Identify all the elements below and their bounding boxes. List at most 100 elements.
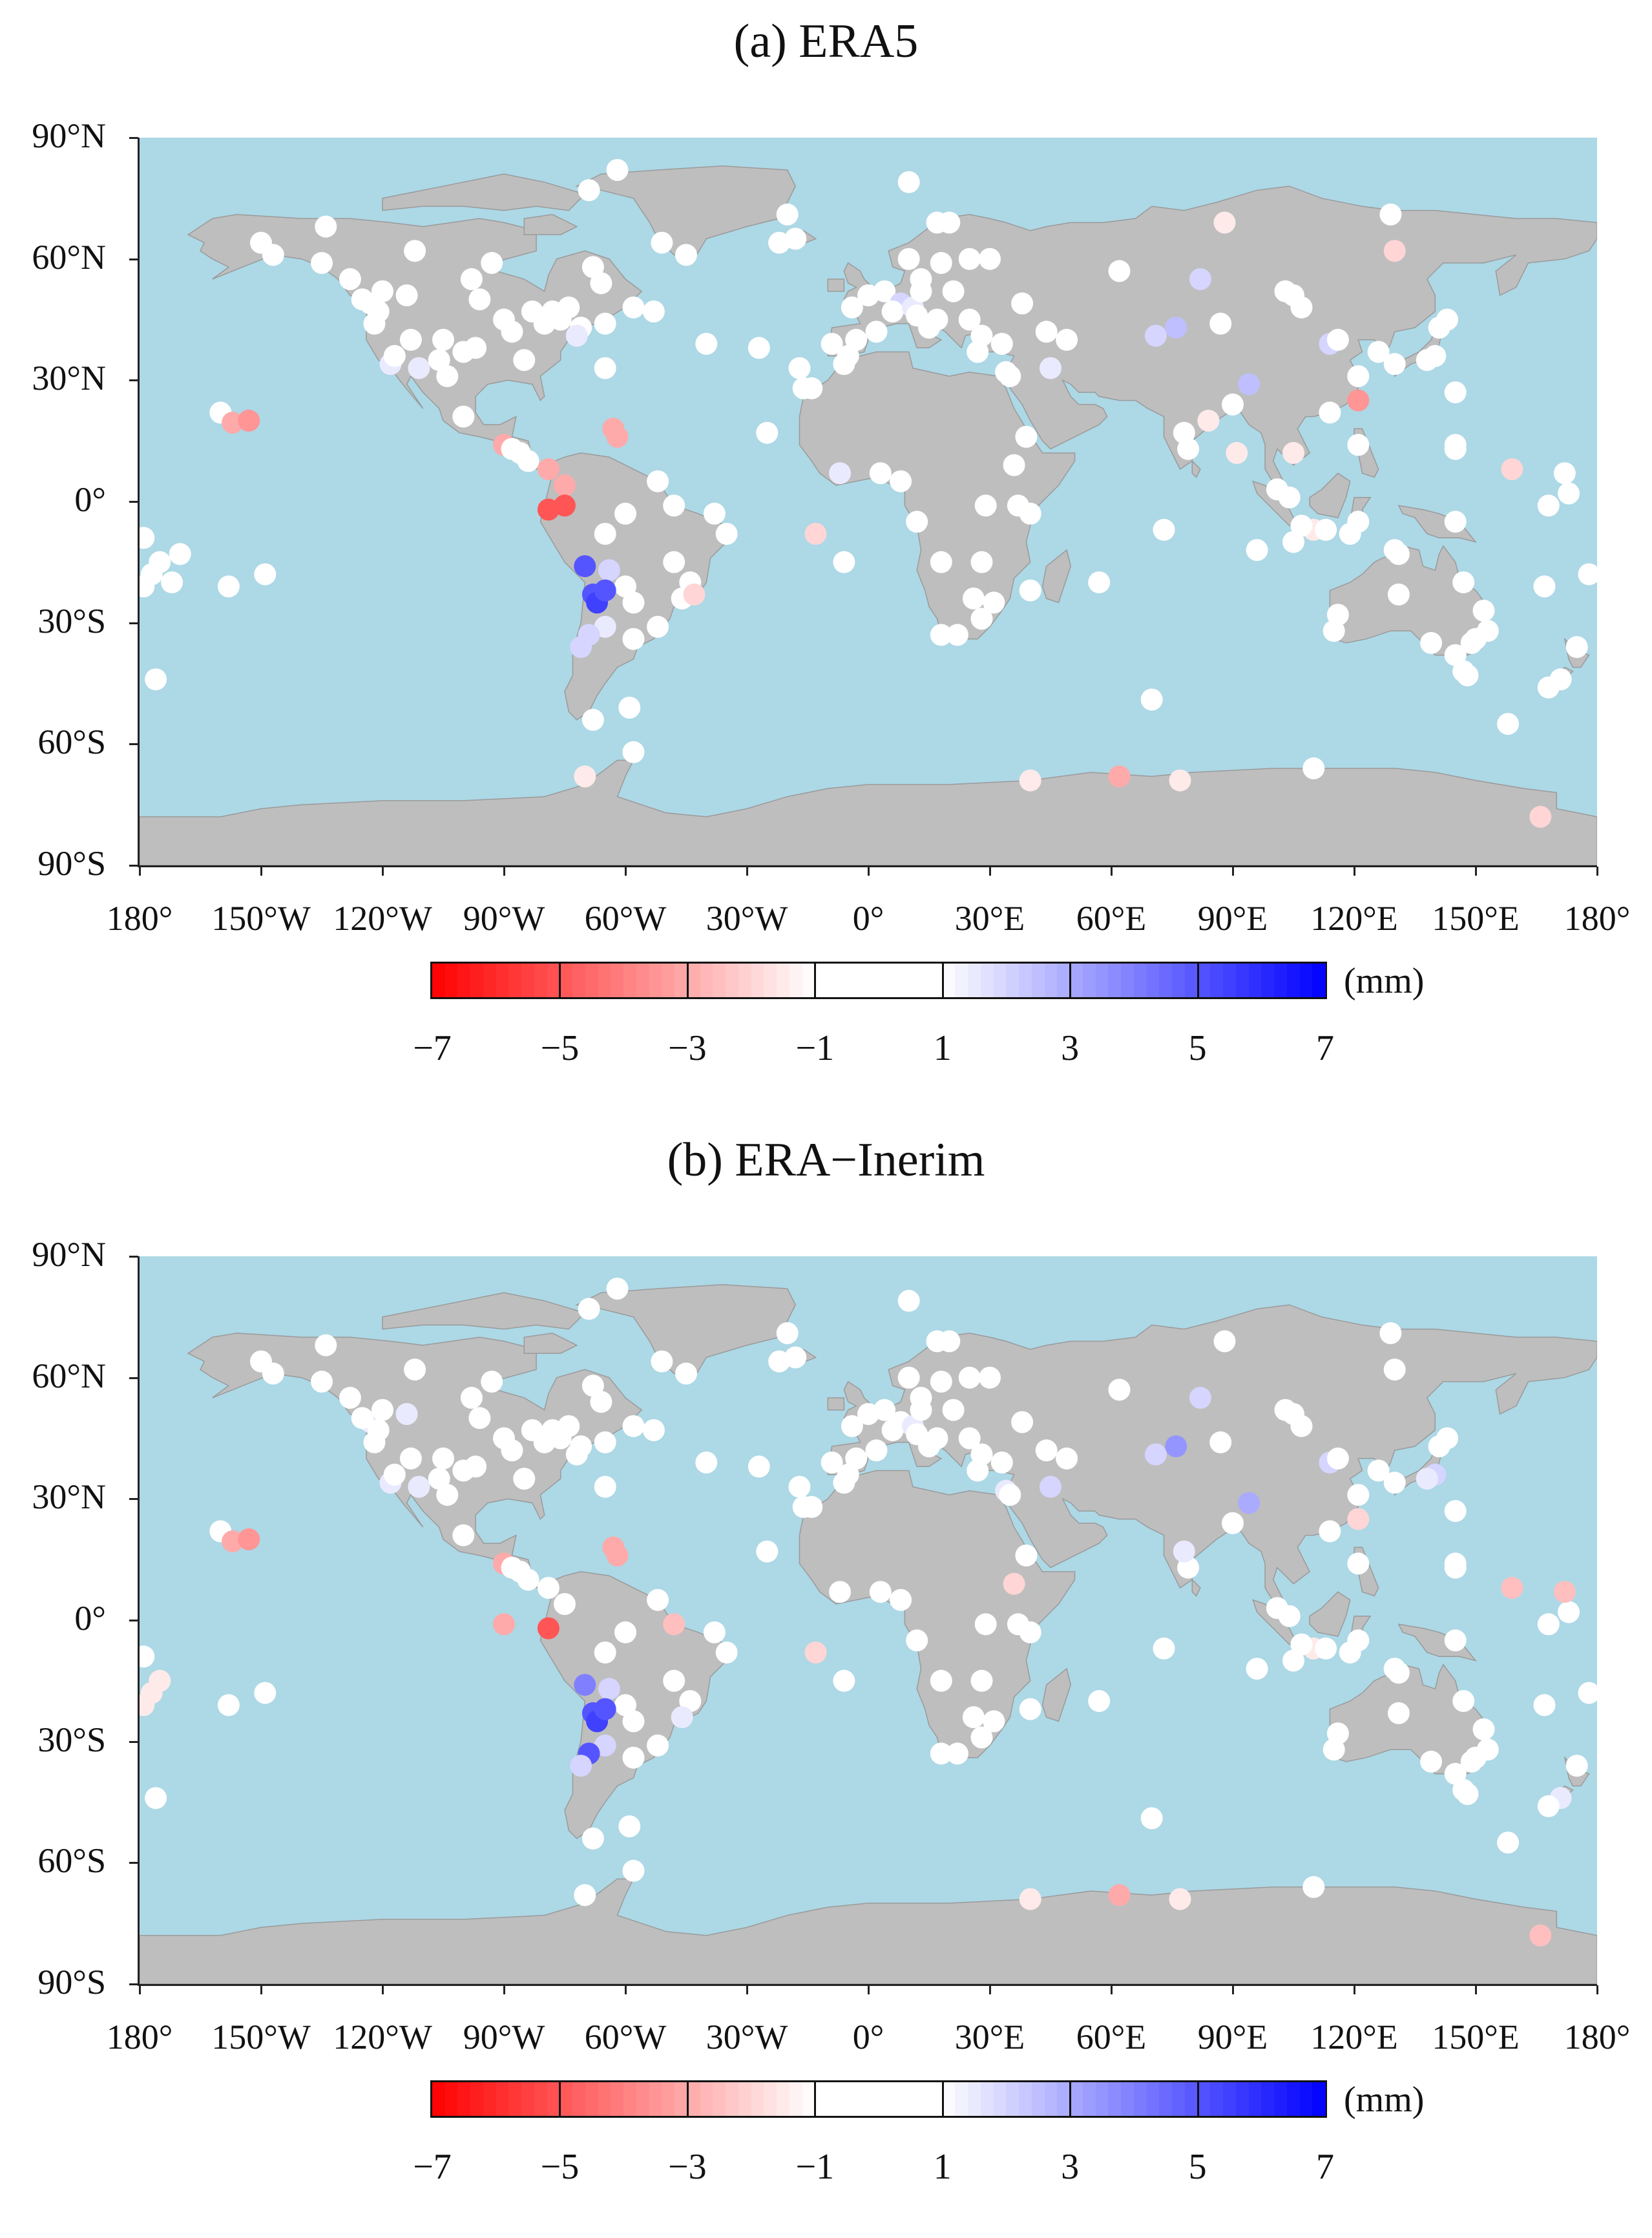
colorbar-divider: [1069, 964, 1072, 997]
station-marker: [958, 308, 981, 331]
x-axis-line: [138, 865, 1597, 867]
lon-tick-label: 180°: [106, 2018, 173, 2056]
station-marker: [930, 1370, 952, 1393]
station-marker: [1326, 1722, 1349, 1745]
lon-tick-label: 120°E: [1310, 899, 1398, 938]
station-marker: [452, 405, 475, 428]
colorbar-segment: [917, 964, 930, 997]
lon-tick: [1475, 867, 1477, 876]
station-marker: [145, 668, 167, 691]
station-marker: [254, 563, 277, 586]
station-marker: [1290, 296, 1313, 319]
station-marker: [1019, 769, 1041, 792]
lat-tick-label: 60°N: [32, 1356, 106, 1395]
station-marker: [1383, 1472, 1406, 1494]
colorbar-segment: [1172, 2082, 1186, 2116]
colorbar-divider: [1197, 2082, 1199, 2116]
station-marker: [1213, 211, 1236, 234]
station-marker: [1387, 543, 1410, 565]
lat-tick: [129, 258, 138, 260]
lat-tick: [129, 1256, 138, 1258]
station-marker: [833, 551, 855, 573]
colorbar-segment: [1248, 2082, 1262, 2116]
colorbar-segment: [598, 964, 612, 997]
lon-tick: [1354, 1985, 1355, 1994]
lon-tick-label: 120°E: [1310, 2018, 1398, 2056]
lon-tick: [503, 867, 505, 876]
station-marker: [663, 551, 685, 573]
station-marker: [1290, 1415, 1313, 1437]
colorbar-tick-label: −5: [540, 1028, 580, 1068]
station-marker: [926, 1427, 948, 1450]
colorbar: [430, 2080, 1327, 2118]
station-marker: [906, 511, 928, 533]
station-marker: [404, 1358, 426, 1381]
station-marker: [958, 248, 981, 270]
lat-tick: [129, 622, 138, 624]
lon-tick: [139, 867, 141, 876]
station-marker: [675, 1362, 697, 1385]
colorbar-segment: [1070, 964, 1083, 997]
lon-tick: [989, 867, 991, 876]
colorbar-segment: [1286, 964, 1301, 997]
lon-tick-label: 150°E: [1432, 2018, 1520, 2056]
lat-tick: [129, 1983, 138, 1985]
station-marker: [1533, 1694, 1556, 1716]
lat-tick: [129, 1620, 138, 1621]
colorbar-segment: [726, 2082, 739, 2116]
station-marker: [1553, 1581, 1576, 1603]
station-marker: [970, 551, 993, 573]
station-marker: [558, 1415, 580, 1437]
colorbar-segment: [713, 2082, 727, 2116]
station-marker: [962, 1706, 985, 1729]
colorbar-segment: [1146, 964, 1160, 997]
station-marker: [1209, 1431, 1232, 1453]
station-marker: [1213, 1330, 1236, 1353]
station-marker: [1282, 441, 1304, 464]
lon-tick-label: 60°E: [1076, 899, 1147, 938]
colorbar-segment: [483, 964, 497, 997]
lon-tick: [1596, 867, 1598, 876]
station-marker: [906, 1629, 928, 1652]
station-marker: [1222, 1512, 1244, 1534]
station-marker: [432, 1447, 454, 1470]
lat-tick-label: 60°N: [32, 237, 106, 277]
world-map: [140, 159, 1597, 865]
land-mass: [1191, 459, 1201, 478]
colorbar-segment: [508, 964, 523, 997]
station-marker: [1420, 1750, 1443, 1773]
lon-tick-label: 0°: [852, 2018, 884, 2056]
station-marker: [1088, 1690, 1111, 1713]
lat-tick: [129, 1862, 138, 1864]
lon-tick: [1354, 867, 1355, 876]
colorbar-unit: (mm): [1344, 2080, 1425, 2120]
y-axis-line: [138, 138, 140, 867]
colorbar-segment: [1019, 964, 1032, 997]
colorbar-segment: [623, 964, 637, 997]
station-marker: [1165, 317, 1187, 339]
colorbar-segment: [1274, 2082, 1288, 2116]
station-marker: [1011, 292, 1034, 315]
station-marker: [351, 1407, 373, 1430]
station-marker: [140, 1645, 155, 1668]
station-marker: [1529, 805, 1552, 828]
station-marker: [647, 470, 669, 492]
station-marker: [598, 559, 620, 582]
colorbar-segment: [1044, 964, 1058, 997]
station-marker: [408, 357, 430, 379]
station-marker: [1144, 324, 1167, 347]
station-marker: [1108, 1884, 1131, 1906]
lat-tick-label: 90°S: [37, 1963, 106, 2001]
station-marker: [1056, 328, 1078, 351]
colorbar-segment: [777, 2082, 790, 2116]
colorbar-segment: [572, 2082, 586, 2116]
station-marker: [614, 1694, 636, 1716]
station-marker: [145, 1787, 167, 1810]
station-marker: [1444, 511, 1467, 533]
map-title: (b) ERA−Inerim: [667, 1134, 985, 1187]
lon-tick: [868, 1985, 870, 1994]
colorbar-segment: [980, 964, 994, 997]
station-marker: [1040, 357, 1061, 379]
colorbar-divider: [686, 2082, 689, 2116]
colorbar-segment: [559, 964, 574, 997]
